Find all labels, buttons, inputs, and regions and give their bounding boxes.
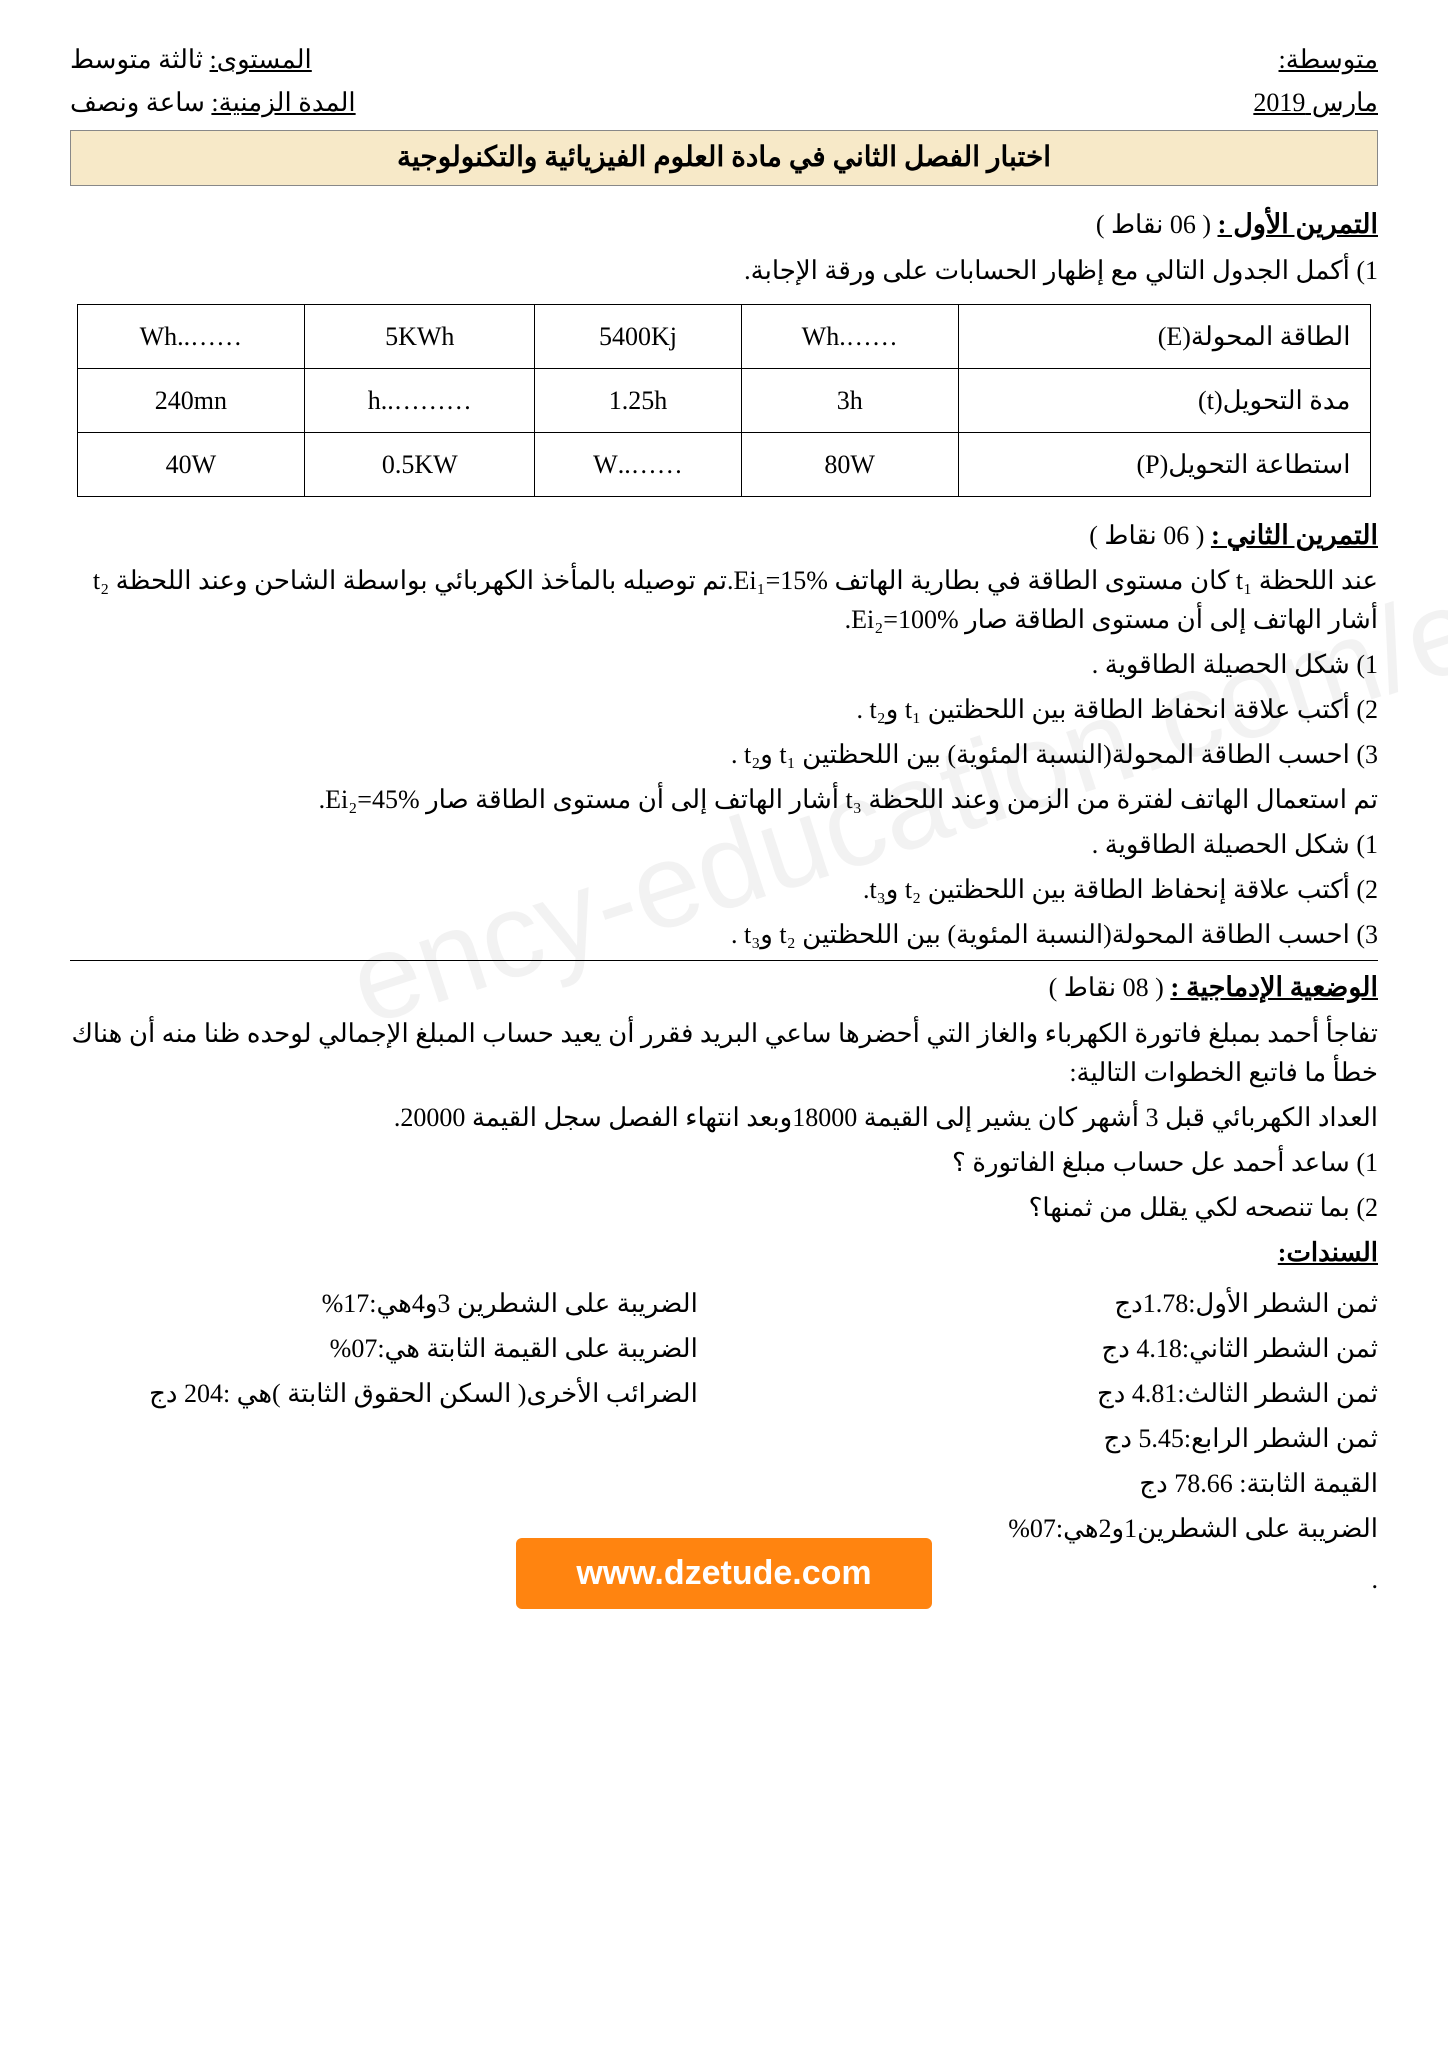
level-label: المستوى:: [210, 45, 312, 74]
header-top-row: متوسطة: المستوى: ثالثة متوسط: [70, 40, 1378, 79]
situation-intro: تفاجأ أحمد بمبلغ فاتورة الكهرباء والغاز …: [70, 1014, 1378, 1092]
table-row: الطاقة المحولة(E) …….Wh 5400Kj 5KWh ……..…: [77, 304, 1371, 368]
ex1-points: ( 06 نقاط ): [1096, 210, 1211, 239]
ex2-points: ( 06 نقاط ): [1089, 521, 1204, 550]
exam-title-bar: اختبار الفصل الثاني في مادة العلوم الفيز…: [70, 130, 1378, 186]
school-label: متوسطة:: [1279, 45, 1378, 74]
sanads-columns: ثمن الشطر الأول:1.78دج ثمن الشطر الثاني:…: [70, 1278, 1378, 1554]
cell: 5400Kj: [535, 304, 741, 368]
situation-q1: 1) ساعد أحمد عل حساب مبلغ الفاتورة ؟: [70, 1143, 1378, 1182]
ex2-l5: 2) أكتب علاقة إنحفاظ الطاقة بين اللحظتين…: [70, 870, 1378, 909]
situation-meter: العداد الكهربائي قبل 3 أشهر كان يشير إلى…: [70, 1098, 1378, 1137]
duration-label: المدة الزمنية:: [211, 88, 355, 117]
situation-q2: 2) بما تنصحه لكي يقلل من ثمنها؟: [70, 1188, 1378, 1227]
cell: 80W: [741, 432, 958, 496]
sanads-right-col: ثمن الشطر الأول:1.78دج ثمن الشطر الثاني:…: [750, 1278, 1378, 1554]
ex2-l3: 3) احسب الطاقة المحولة(النسبة المئوية) ب…: [70, 735, 1378, 774]
sanad-item: الضريبة على الشطرين 3و4هي:17%: [70, 1284, 698, 1323]
sanad-item: الضرائب الأخرى( السكن الحقوق الثابتة )هي…: [70, 1374, 698, 1413]
ex2-l1: 1) شكل الحصيلة الطاقوية .: [70, 645, 1378, 684]
cell: 3h: [741, 368, 958, 432]
sanads-left-col: الضريبة على الشطرين 3و4هي:17% الضريبة عل…: [70, 1278, 698, 1554]
cell: 1.25h: [535, 368, 741, 432]
sanad-item: الضريبة على القيمة الثابتة هي:07%: [70, 1329, 698, 1368]
sanad-item: ثمن الشطر الثالث:4.81 دج: [750, 1374, 1378, 1413]
duration-value: ساعة ونصف: [70, 88, 205, 117]
table-row: مدة التحويل(t) 3h 1.25h ………..h 240mn: [77, 368, 1371, 432]
ex1-q1: 1) أكمل الجدول التالي مع إظهار الحسابات …: [70, 251, 1378, 290]
ex2-l4: 1) شكل الحصيلة الطاقوية .: [70, 825, 1378, 864]
cell: 5KWh: [305, 304, 535, 368]
row3-label: استطاعة التحويل(P): [958, 432, 1371, 496]
table-row: استطاعة التحويل(P) 80W ……..W 0.5KW 40W: [77, 432, 1371, 496]
cell: 0.5KW: [305, 432, 535, 496]
row2-label: مدة التحويل(t): [958, 368, 1371, 432]
sanad-item: ثمن الشطر الأول:1.78دج: [750, 1284, 1378, 1323]
cell: …….Wh: [741, 304, 958, 368]
ex2-p2: تم استعمال الهاتف لفترة من الزمن وعند ال…: [70, 780, 1378, 819]
level-value: ثالثة متوسط: [70, 45, 203, 74]
ex1-title: التمرين الأول :: [1218, 209, 1379, 239]
cell: 40W: [77, 432, 305, 496]
ex2-p1: عند اللحظة t₁ كان مستوى الطاقة في بطارية…: [70, 561, 1378, 639]
footer-url: www.dzetude.com: [516, 1538, 931, 1609]
separator-line: [70, 960, 1378, 961]
situation-points: ( 08 نقاط ): [1049, 973, 1164, 1002]
row1-label: الطاقة المحولة(E): [958, 304, 1371, 368]
ex2-l2: 2) أكتب علاقة انحفاظ الطاقة بين اللحظتين…: [70, 690, 1378, 729]
sanads-title: السندات:: [70, 1233, 1378, 1272]
cell: ……..Wh: [77, 304, 305, 368]
sanad-item: ثمن الشطر الثاني:4.18 دج: [750, 1329, 1378, 1368]
cell: ……..W: [535, 432, 741, 496]
sanad-item: القيمة الثابتة: 78.66 دج: [750, 1464, 1378, 1503]
cell: ………..h: [305, 368, 535, 432]
ex2-l6: 3) احسب الطاقة المحولة(النسبة المئوية) ب…: [70, 915, 1378, 954]
ex1-table: الطاقة المحولة(E) …….Wh 5400Kj 5KWh ……..…: [77, 304, 1372, 497]
header-bottom-row: مارس 2019 المدة الزمنية: ساعة ونصف: [70, 83, 1378, 122]
ex2-title: التمرين الثاني :: [1211, 520, 1378, 550]
footer-bar: www.dzetude.com: [0, 1538, 1448, 1609]
situation-title: الوضعية الإدماجية :: [1170, 972, 1378, 1002]
date-value: مارس 2019: [1253, 88, 1378, 117]
sanad-item: ثمن الشطر الرابع:5.45 دج: [750, 1419, 1378, 1458]
cell: 240mn: [77, 368, 305, 432]
